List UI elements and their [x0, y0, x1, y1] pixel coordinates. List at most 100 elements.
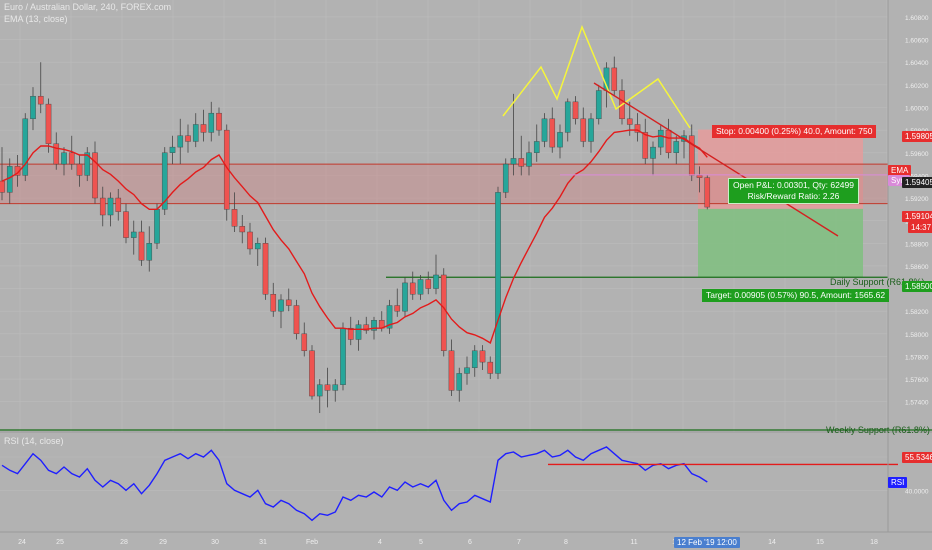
candle-body — [440, 274, 447, 351]
candle-body — [402, 282, 408, 312]
candle-body — [231, 209, 238, 227]
candle-body — [541, 118, 548, 142]
rsi-tick-label: 40.0000 — [905, 488, 929, 495]
close-tag: Sym — [888, 175, 910, 186]
time-cursor-tag: 12 Feb '19 12:00 — [674, 537, 740, 548]
candle-body — [510, 158, 517, 165]
candle-body — [285, 299, 292, 306]
time-tick-label: 6 — [468, 539, 472, 546]
candle-body — [316, 384, 323, 397]
time-cursor-date: 12 Feb '19 — [677, 538, 715, 547]
candle-body — [6, 166, 13, 193]
candle-body — [502, 163, 509, 193]
candle-body — [30, 95, 36, 120]
candle-body — [526, 152, 532, 167]
candle-body — [278, 299, 284, 312]
candle-body — [557, 132, 563, 148]
candle-body — [572, 101, 579, 120]
time-tick-label: 24 — [18, 539, 26, 546]
candle-body — [130, 231, 137, 238]
candle-body — [634, 124, 641, 133]
time-tick-label: 25 — [56, 539, 64, 546]
time-tick-label: 4 — [378, 539, 382, 546]
rsi-background — [0, 432, 932, 532]
time-tick-label: 28 — [120, 539, 128, 546]
price-tick-label: 1.58600 — [905, 264, 929, 271]
time-tick-label: 7 — [517, 539, 521, 546]
daily-support-label: Daily Support (R61.8%) — [830, 277, 925, 287]
candle-body — [626, 118, 633, 125]
candle-body — [425, 279, 432, 289]
target-price-tag: 1.58500 — [902, 281, 932, 292]
candle-body — [22, 118, 29, 176]
candle-body — [146, 243, 153, 261]
candle-body — [657, 129, 664, 148]
candle-body — [611, 67, 618, 91]
candle-body — [650, 146, 656, 159]
candle-body — [433, 274, 439, 289]
current-price-tag: 1.59405 — [902, 177, 932, 188]
candle-body — [247, 231, 253, 250]
price-tick-label: 1.58200 — [905, 309, 929, 316]
candles — [0, 56, 711, 414]
ema-line — [1, 129, 708, 344]
candle-body — [138, 231, 145, 261]
trend-line — [593, 82, 839, 237]
candle-body — [347, 327, 354, 340]
time-tick-label: Feb — [306, 539, 318, 546]
candle-body — [169, 146, 176, 153]
price-tick-label: 1.60800 — [905, 15, 929, 22]
time-tick-label: 5 — [419, 539, 423, 546]
head-shoulders-pattern — [502, 24, 691, 129]
candle-body — [185, 135, 191, 142]
target-label: Target: 0.00905 (0.57%) 90.5, Amount: 15… — [702, 289, 890, 302]
candle-body — [161, 152, 168, 210]
time-cursor-clock: 12:00 — [716, 538, 737, 547]
stop-label: Stop: 0.00400 (0.25%) 40.0, Amount: 750 — [712, 125, 877, 138]
candle-body — [588, 118, 594, 142]
candle-body — [665, 129, 672, 153]
candle-body — [115, 197, 122, 212]
ema-legend: EMA (13, close) — [4, 14, 68, 24]
price-tick-label: 1.58000 — [905, 332, 929, 339]
candle-body — [595, 90, 602, 120]
candle-body — [262, 243, 269, 295]
candle-body — [704, 177, 711, 208]
candle-body — [371, 320, 377, 331]
stop-price-tag: 1.59805 — [902, 131, 932, 142]
candle-body — [61, 152, 67, 165]
candle-body — [533, 141, 540, 153]
time-tick-label: 15 — [816, 539, 824, 546]
pnl-text: Open P&L: 0.00301, Qty: 62499 — [733, 180, 854, 190]
price-tick-label: 1.60600 — [905, 38, 929, 45]
candle-body — [293, 305, 300, 335]
candle-body — [154, 209, 160, 244]
candle-body — [208, 112, 215, 133]
weekly-support-label: Weekly Support (R61.8%) — [826, 425, 930, 435]
candle-body — [239, 226, 246, 233]
risk-reward-text: Risk/Reward Ratio: 2.26 — [747, 191, 840, 201]
time-tick-label: 18 — [870, 539, 878, 546]
candle-body — [355, 324, 362, 340]
candle-body — [99, 197, 106, 216]
candle-body — [216, 112, 222, 131]
candle-body — [479, 350, 486, 363]
candle-body — [688, 135, 695, 176]
candle-body — [68, 152, 75, 165]
candle-body — [487, 361, 494, 374]
candle-body — [270, 294, 277, 312]
candle-body — [386, 305, 393, 329]
candle-body — [495, 192, 501, 374]
candle-body — [123, 211, 129, 238]
countdown-tag: 14:37 — [908, 222, 932, 233]
entry-price-tag: 1.59104 — [902, 211, 932, 222]
candle-body — [363, 324, 370, 331]
rsi-pane — [0, 431, 932, 532]
candle-body — [76, 163, 83, 176]
candle-body — [53, 143, 60, 165]
candle-body — [549, 118, 556, 148]
candle-body — [464, 367, 470, 374]
candle-body — [340, 327, 346, 385]
candle-body — [200, 124, 207, 133]
